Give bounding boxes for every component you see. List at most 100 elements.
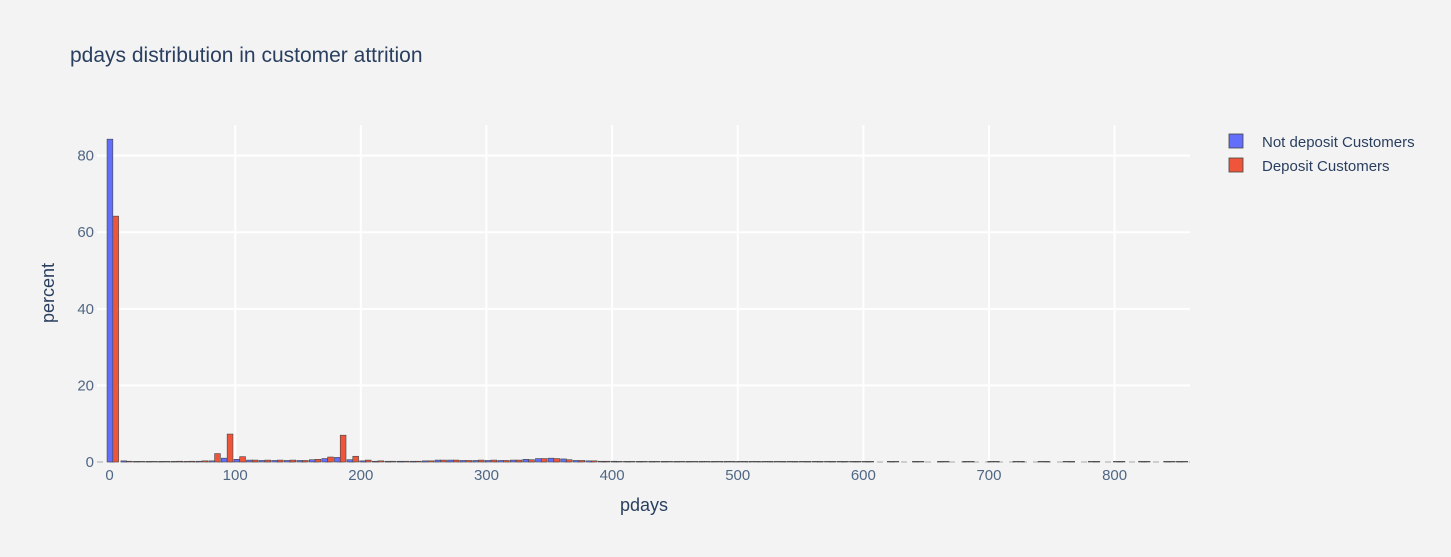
- bar-not-deposit[interactable]: [120, 460, 127, 463]
- bar-not-deposit[interactable]: [711, 461, 718, 463]
- bar-deposit[interactable]: [741, 461, 749, 463]
- bar-not-deposit[interactable]: [748, 461, 756, 463]
- bar-not-deposit[interactable]: [786, 461, 793, 463]
- bar-deposit[interactable]: [264, 459, 271, 463]
- bar-deposit[interactable]: [239, 456, 246, 463]
- legend-item-deposit[interactable]: Deposit Customers: [1228, 157, 1390, 175]
- bar-not-deposit[interactable]: [811, 461, 818, 463]
- bar-deposit[interactable]: [641, 461, 648, 463]
- bar-not-deposit[interactable]: [1163, 461, 1170, 463]
- bar-deposit[interactable]: [201, 460, 209, 463]
- bar-not-deposit[interactable]: [106, 138, 114, 463]
- bar-not-deposit[interactable]: [170, 461, 178, 463]
- bar-not-deposit[interactable]: [283, 460, 291, 463]
- bar-deposit[interactable]: [729, 461, 736, 463]
- bar-deposit[interactable]: [126, 460, 133, 463]
- bar-not-deposit[interactable]: [271, 460, 278, 463]
- bar-not-deposit[interactable]: [736, 461, 743, 463]
- bar-deposit[interactable]: [352, 455, 359, 463]
- bar-not-deposit[interactable]: [886, 461, 894, 463]
- bar-not-deposit[interactable]: [1138, 461, 1145, 463]
- bar-deposit[interactable]: [365, 459, 372, 463]
- bar-not-deposit[interactable]: [221, 457, 228, 463]
- bar-deposit[interactable]: [942, 461, 950, 463]
- bar-not-deposit[interactable]: [987, 461, 994, 463]
- bar-deposit[interactable]: [515, 459, 523, 463]
- bar-deposit[interactable]: [1118, 461, 1126, 463]
- bar-deposit[interactable]: [1043, 461, 1050, 463]
- bar-deposit[interactable]: [138, 461, 146, 463]
- bar-not-deposit[interactable]: [522, 459, 529, 463]
- bar-deposit[interactable]: [452, 459, 460, 463]
- bar-deposit[interactable]: [402, 460, 410, 463]
- bar-not-deposit[interactable]: [422, 460, 429, 463]
- bar-deposit[interactable]: [704, 461, 711, 463]
- bar-deposit[interactable]: [314, 459, 322, 463]
- bar-not-deposit[interactable]: [648, 461, 655, 463]
- bar-not-deposit[interactable]: [660, 461, 668, 463]
- bar-deposit[interactable]: [490, 459, 498, 463]
- bar-not-deposit[interactable]: [635, 461, 643, 463]
- bar-not-deposit[interactable]: [459, 460, 467, 463]
- bar-not-deposit[interactable]: [510, 459, 517, 463]
- bar-not-deposit[interactable]: [447, 459, 454, 463]
- bar-deposit[interactable]: [616, 461, 623, 463]
- bar-deposit[interactable]: [654, 461, 661, 463]
- bar-deposit[interactable]: [339, 434, 347, 463]
- bar-deposit[interactable]: [390, 460, 397, 463]
- bar-deposit[interactable]: [189, 460, 196, 463]
- bar-not-deposit[interactable]: [572, 460, 580, 463]
- bar-not-deposit[interactable]: [610, 460, 617, 463]
- legend-item-not-deposit[interactable]: Not deposit Customers: [1228, 133, 1415, 151]
- bar-not-deposit[interactable]: [761, 461, 768, 463]
- bar-deposit[interactable]: [779, 461, 787, 463]
- bar-deposit[interactable]: [377, 460, 384, 463]
- bar-deposit[interactable]: [1018, 461, 1025, 463]
- bar-not-deposit[interactable]: [1087, 461, 1095, 463]
- bar-not-deposit[interactable]: [133, 461, 140, 463]
- bar-not-deposit[interactable]: [321, 458, 328, 463]
- bar-not-deposit[interactable]: [912, 461, 919, 463]
- bar-deposit[interactable]: [1068, 461, 1075, 463]
- bar-not-deposit[interactable]: [1175, 461, 1183, 463]
- bar-deposit[interactable]: [164, 461, 171, 463]
- bar-deposit[interactable]: [628, 461, 636, 463]
- bar-not-deposit[interactable]: [773, 461, 781, 463]
- bar-not-deposit[interactable]: [836, 461, 844, 463]
- bar-not-deposit[interactable]: [698, 461, 705, 463]
- bar-not-deposit[interactable]: [861, 461, 869, 463]
- bar-deposit[interactable]: [1143, 461, 1151, 463]
- bar-not-deposit[interactable]: [962, 461, 969, 463]
- bar-deposit[interactable]: [566, 459, 573, 463]
- bar-deposit[interactable]: [892, 461, 900, 463]
- bar-not-deposit[interactable]: [371, 460, 379, 463]
- bar-not-deposit[interactable]: [623, 461, 630, 463]
- bar-deposit[interactable]: [427, 460, 435, 463]
- bar-deposit[interactable]: [767, 461, 774, 463]
- bar-deposit[interactable]: [591, 460, 598, 463]
- bar-deposit[interactable]: [176, 460, 183, 463]
- bar-not-deposit[interactable]: [309, 459, 316, 463]
- bar-not-deposit[interactable]: [346, 459, 354, 463]
- bar-deposit[interactable]: [251, 459, 259, 463]
- bar-not-deposit[interactable]: [472, 460, 479, 463]
- bar-deposit[interactable]: [578, 460, 586, 463]
- bar-not-deposit[interactable]: [233, 459, 241, 463]
- bar-deposit[interactable]: [679, 461, 686, 463]
- bar-deposit[interactable]: [478, 459, 485, 463]
- bar-deposit[interactable]: [968, 461, 975, 463]
- bar-not-deposit[interactable]: [1012, 461, 1019, 463]
- bar-deposit[interactable]: [214, 453, 221, 463]
- bar-not-deposit[interactable]: [673, 461, 680, 463]
- bar-not-deposit[interactable]: [158, 461, 165, 463]
- bar-not-deposit[interactable]: [497, 460, 504, 463]
- bar-deposit[interactable]: [226, 433, 234, 463]
- bar-deposit[interactable]: [1169, 461, 1176, 463]
- bar-not-deposit[interactable]: [384, 460, 391, 463]
- bar-deposit[interactable]: [277, 459, 284, 463]
- bar-deposit[interactable]: [804, 461, 812, 463]
- bar-not-deposit[interactable]: [334, 457, 341, 463]
- bar-deposit[interactable]: [817, 461, 824, 463]
- bar-deposit[interactable]: [666, 461, 673, 463]
- bar-not-deposit[interactable]: [484, 460, 492, 463]
